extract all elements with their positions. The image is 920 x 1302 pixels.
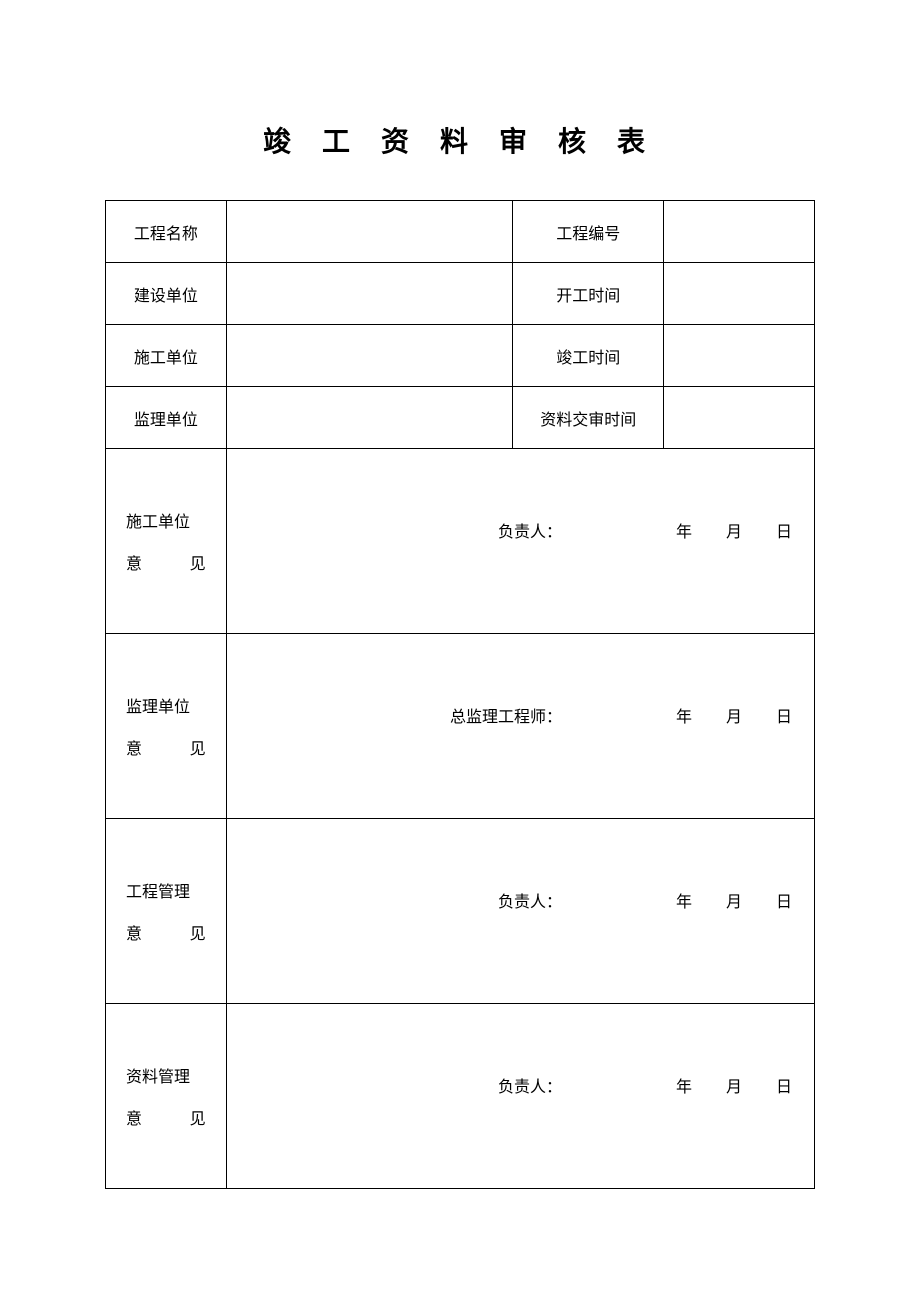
opinion-content-contractor[interactable]: 负责人： 年 月 日 [226,449,814,634]
date-month-label: 月 [726,518,742,542]
table-row: 监理单位 意 见 总监理工程师： 年 月 日 [106,634,815,819]
opinion-label-char: 见 [190,920,206,944]
opinion-content-project-mgmt[interactable]: 负责人： 年 月 日 [226,819,814,1004]
opinion-label-line1: 资料管理 [126,1063,206,1087]
opinion-label-line1: 工程管理 [126,878,206,902]
opinion-content-doc-mgmt[interactable]: 负责人： 年 月 日 [226,1004,814,1189]
opinion-label-line2: 意 见 [126,1105,206,1129]
signature-line: 总监理工程师： 年 月 日 [227,703,792,727]
field-label-contractor-unit: 施工单位 [106,325,227,387]
opinion-label-char: 意 [126,1105,142,1129]
field-label-project-number: 工程编号 [513,201,664,263]
date-year-label: 年 [676,518,692,542]
date-year-label: 年 [676,888,692,912]
signer-label: 负责人： [498,1073,562,1097]
date-month-label: 月 [726,888,742,912]
opinion-label-contractor: 施工单位 意 见 [106,449,227,634]
table-row: 施工单位 竣工时间 [106,325,815,387]
opinion-label-supervision: 监理单位 意 见 [106,634,227,819]
review-form-table: 工程名称 工程编号 建设单位 开工时间 施工单位 竣工时间 监理单位 资料交审时… [105,200,815,1189]
date-year-label: 年 [676,703,692,727]
signer-label: 负责人： [498,518,562,542]
opinion-label-char: 意 [126,735,142,759]
field-value-contractor-unit[interactable] [226,325,513,387]
signer-label: 总监理工程师： [450,703,562,727]
signature-line: 负责人： 年 月 日 [227,1073,792,1097]
signature-line: 负责人： 年 月 日 [227,518,792,542]
table-row: 施工单位 意 见 负责人： 年 月 日 [106,449,815,634]
field-label-project-name: 工程名称 [106,201,227,263]
opinion-label-line2: 意 见 [126,735,206,759]
field-value-construction-unit[interactable] [226,263,513,325]
field-value-start-time[interactable] [664,263,815,325]
field-value-project-name[interactable] [226,201,513,263]
opinion-label-char: 见 [190,735,206,759]
table-row: 工程管理 意 见 负责人： 年 月 日 [106,819,815,1004]
opinion-label-line1: 监理单位 [126,693,206,717]
signer-label: 负责人： [498,888,562,912]
field-value-project-number[interactable] [664,201,815,263]
opinion-label-char: 见 [190,550,206,574]
field-value-supervision-unit[interactable] [226,387,513,449]
table-row: 资料管理 意 见 负责人： 年 月 日 [106,1004,815,1189]
field-label-submission-time: 资料交审时间 [513,387,664,449]
date-month-label: 月 [726,703,742,727]
opinion-label-char: 意 [126,550,142,574]
field-value-completion-time[interactable] [664,325,815,387]
opinion-label-char: 见 [190,1105,206,1129]
date-day-label: 日 [776,703,792,727]
table-row: 工程名称 工程编号 [106,201,815,263]
field-label-start-time: 开工时间 [513,263,664,325]
field-label-construction-unit: 建设单位 [106,263,227,325]
date-day-label: 日 [776,1073,792,1097]
date-day-label: 日 [776,888,792,912]
opinion-label-line2: 意 见 [126,920,206,944]
opinion-label-line1: 施工单位 [126,508,206,532]
field-label-supervision-unit: 监理单位 [106,387,227,449]
field-value-submission-time[interactable] [664,387,815,449]
date-day-label: 日 [776,518,792,542]
signature-line: 负责人： 年 月 日 [227,888,792,912]
date-year-label: 年 [676,1073,692,1097]
page-title: 竣 工 资 料 审 核 表 [105,120,815,160]
field-label-completion-time: 竣工时间 [513,325,664,387]
table-row: 建设单位 开工时间 [106,263,815,325]
opinion-label-project-mgmt: 工程管理 意 见 [106,819,227,1004]
date-month-label: 月 [726,1073,742,1097]
table-row: 监理单位 资料交审时间 [106,387,815,449]
opinion-label-char: 意 [126,920,142,944]
opinion-label-doc-mgmt: 资料管理 意 见 [106,1004,227,1189]
opinion-label-line2: 意 见 [126,550,206,574]
opinion-content-supervision[interactable]: 总监理工程师： 年 月 日 [226,634,814,819]
